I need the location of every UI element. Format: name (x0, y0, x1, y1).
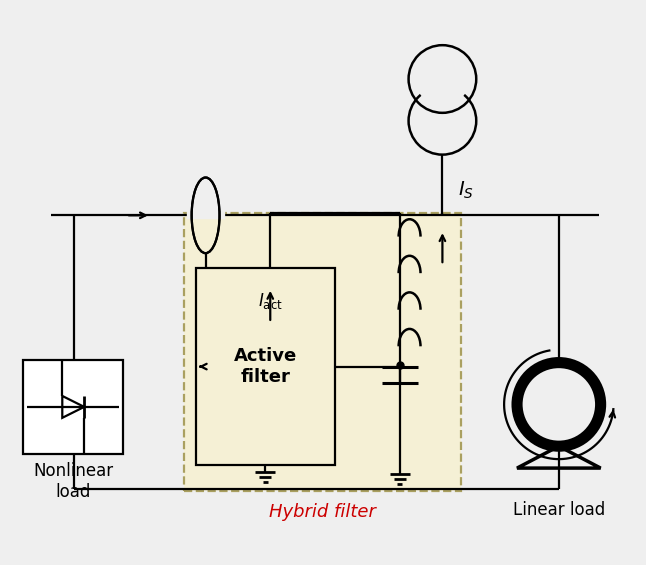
Text: Hybrid filter: Hybrid filter (269, 503, 376, 521)
FancyBboxPatch shape (23, 359, 123, 454)
Text: $\mathit{I}_{\mathrm{act}}$: $\mathit{I}_{\mathrm{act}}$ (258, 291, 283, 311)
FancyBboxPatch shape (196, 268, 335, 465)
Text: $I_S$: $I_S$ (458, 180, 474, 201)
Text: Nonlinear
load: Nonlinear load (33, 462, 113, 501)
FancyBboxPatch shape (183, 214, 461, 491)
Text: Active
filter: Active filter (234, 347, 297, 386)
Text: Linear load: Linear load (513, 501, 605, 519)
